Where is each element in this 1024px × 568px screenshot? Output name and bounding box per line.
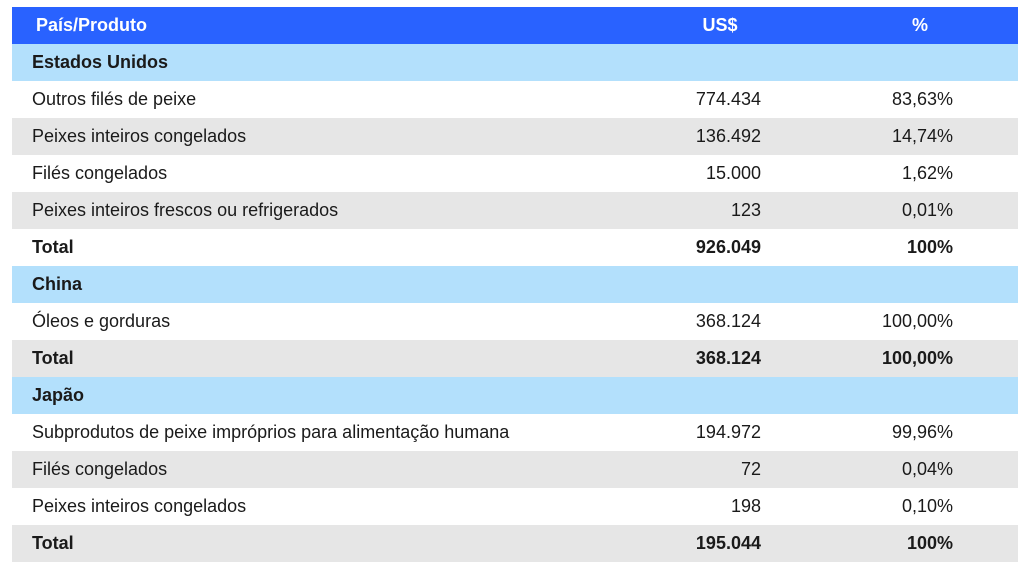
usd-value: 194.972 — [695, 422, 761, 442]
total-row: Total 926.049 100% — [12, 229, 1018, 266]
product-name: Peixes inteiros congelados — [12, 118, 618, 155]
country-name: Japão — [12, 377, 618, 414]
total-usd: 368.124 — [618, 340, 822, 377]
percent-value: 100,00% — [881, 311, 953, 331]
percent-value: 14,74% — [822, 118, 1018, 155]
product-name: Peixes inteiros frescos ou refrigerados — [12, 192, 618, 229]
table-row: Filés congelados 72 0,04% — [12, 451, 1018, 488]
total-usd: 926.049 — [695, 237, 761, 257]
total-row: Total 368.124 100,00% — [12, 340, 1018, 377]
percent-value: 0,10% — [901, 496, 953, 516]
table-row: Peixes inteiros congelados 198 0,10% — [12, 488, 1018, 525]
product-name: Filés congelados — [12, 451, 618, 488]
country-name: China — [12, 266, 618, 303]
percent-value: 83,63% — [891, 89, 953, 109]
total-label: Total — [12, 525, 618, 562]
table-row: Peixes inteiros frescos ou refrigerados 1… — [12, 192, 1018, 229]
percent-value: 1,62% — [901, 163, 953, 183]
empty-cell — [822, 377, 1018, 414]
percent-value: 0,01% — [822, 192, 1018, 229]
table-row: Subprodutos de peixe impróprios para ali… — [12, 414, 1018, 451]
country-row: Estados Unidos — [12, 44, 1018, 81]
product-name: Filés congelados — [32, 163, 168, 183]
total-usd: 195.044 — [618, 525, 822, 562]
usd-value: 198 — [730, 496, 761, 516]
empty-cell — [822, 44, 1018, 81]
table-row: Outros filés de peixe 774.434 83,63% — [12, 81, 1018, 118]
export-table: País/Produto US$ % Estados Unidos Outros … — [12, 7, 1018, 562]
total-row: Total 195.044 100% — [12, 525, 1018, 562]
table-row: Óleos e gorduras 368.124 100,00% — [12, 303, 1018, 340]
empty-cell — [618, 266, 822, 303]
usd-value: 136.492 — [618, 118, 822, 155]
product-name: Óleos e gorduras — [32, 311, 171, 331]
usd-value: 72 — [618, 451, 822, 488]
usd-value: 15.000 — [705, 163, 761, 183]
country-name: Estados Unidos — [12, 44, 618, 81]
empty-cell — [618, 377, 822, 414]
product-name: Outros filés de peixe — [32, 89, 197, 109]
usd-value: 123 — [618, 192, 822, 229]
table-row: Filés congelados 15.000 1,62% — [12, 155, 1018, 192]
country-row: Japão — [12, 377, 1018, 414]
empty-cell — [822, 266, 1018, 303]
percent-value: 0,04% — [822, 451, 1018, 488]
header-product: País/Produto — [12, 7, 618, 44]
product-name: Peixes inteiros congelados — [32, 496, 247, 516]
total-label: Total — [12, 340, 618, 377]
table-row: Peixes inteiros congelados 136.492 14,74% — [12, 118, 1018, 155]
percent-value: 99,96% — [891, 422, 953, 442]
table-header-row: País/Produto US$ % — [12, 7, 1018, 44]
product-name: Subprodutos de peixe impróprios para ali… — [32, 422, 510, 442]
header-percent: % — [822, 7, 1018, 44]
total-percent: 100% — [822, 525, 1018, 562]
country-row: China — [12, 266, 1018, 303]
usd-value: 368.124 — [695, 311, 761, 331]
header-usd: US$ — [618, 7, 822, 44]
usd-value: 774.434 — [695, 89, 761, 109]
empty-cell — [618, 44, 822, 81]
total-percent: 100,00% — [822, 340, 1018, 377]
total-percent: 100% — [906, 237, 953, 257]
total-label: Total — [32, 237, 74, 257]
